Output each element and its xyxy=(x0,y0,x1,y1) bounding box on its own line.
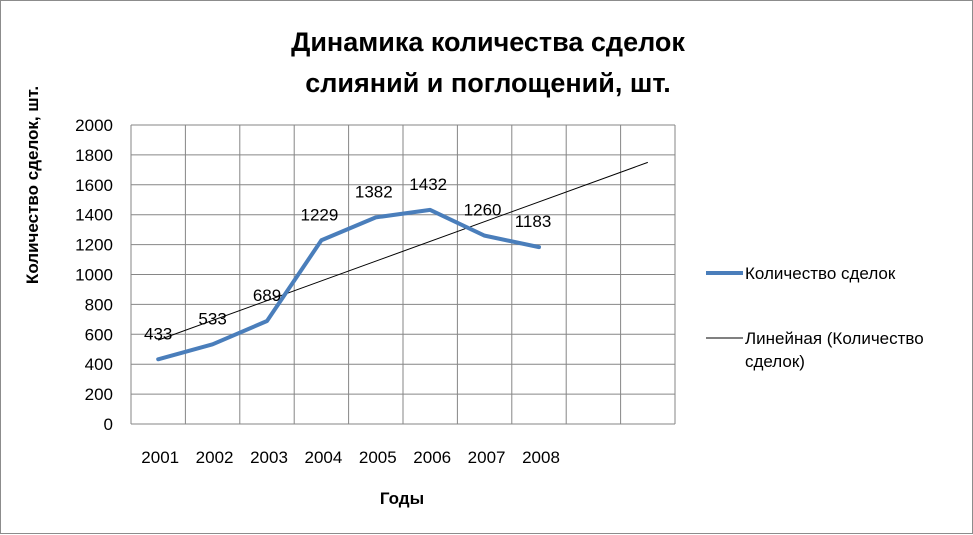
x-tick-label: 2004 xyxy=(304,448,342,467)
legend: Количество сделок Линейная (Количество с… xyxy=(706,264,924,371)
y-tick-label: 800 xyxy=(85,295,113,314)
y-tick-label: 1600 xyxy=(75,176,113,195)
x-axis-title: Годы xyxy=(380,489,424,508)
gridlines xyxy=(131,125,675,424)
y-tick-label: 400 xyxy=(85,355,113,374)
y-tick-label: 1400 xyxy=(75,206,113,225)
y-tick-label: 0 xyxy=(104,415,113,434)
x-tick-label: 2002 xyxy=(196,448,234,467)
x-tick-label: 2005 xyxy=(359,448,397,467)
data-label: 533 xyxy=(198,309,226,328)
data-label: 1260 xyxy=(464,201,502,220)
legend-trendline-label-line-1: Линейная (Количество xyxy=(745,329,924,348)
y-axis-title: Количество сделок, шт. xyxy=(23,86,42,284)
x-tick-label: 2007 xyxy=(468,448,506,467)
x-tick-labels: 2001 2002 2003 2004 2005 2006 2007 2008 xyxy=(141,448,560,467)
chart-title-line-1: Динамика количества сделок xyxy=(291,27,685,57)
y-tick-label: 1200 xyxy=(75,236,113,255)
chart-title-line-2: слияний и поглощений, шт. xyxy=(305,68,670,98)
y-tick-label: 1800 xyxy=(75,146,113,165)
y-tick-label: 200 xyxy=(85,385,113,404)
data-label: 433 xyxy=(144,324,172,343)
legend-trendline-label-line-2: сделок) xyxy=(745,352,805,371)
data-label: 1432 xyxy=(409,175,447,194)
data-label: 1382 xyxy=(355,182,393,201)
x-tick-label: 2001 xyxy=(141,448,179,467)
y-tick-label: 2000 xyxy=(75,116,113,135)
data-label: 1229 xyxy=(300,205,338,224)
x-tick-label: 2003 xyxy=(250,448,288,467)
x-tick-label: 2006 xyxy=(413,448,451,467)
data-labels: 433 533 689 1229 1382 1432 1260 1183 xyxy=(144,175,551,343)
data-label: 689 xyxy=(253,286,281,305)
y-tick-labels: 0 200 400 600 800 1000 1200 1400 1600 1800 2000 xyxy=(75,116,113,434)
x-tick-label: 2008 xyxy=(522,448,560,467)
y-tick-label: 600 xyxy=(85,325,113,344)
legend-series-label: Количество сделок xyxy=(745,264,896,283)
data-label: 1183 xyxy=(515,212,552,231)
y-tick-label: 1000 xyxy=(75,266,113,285)
